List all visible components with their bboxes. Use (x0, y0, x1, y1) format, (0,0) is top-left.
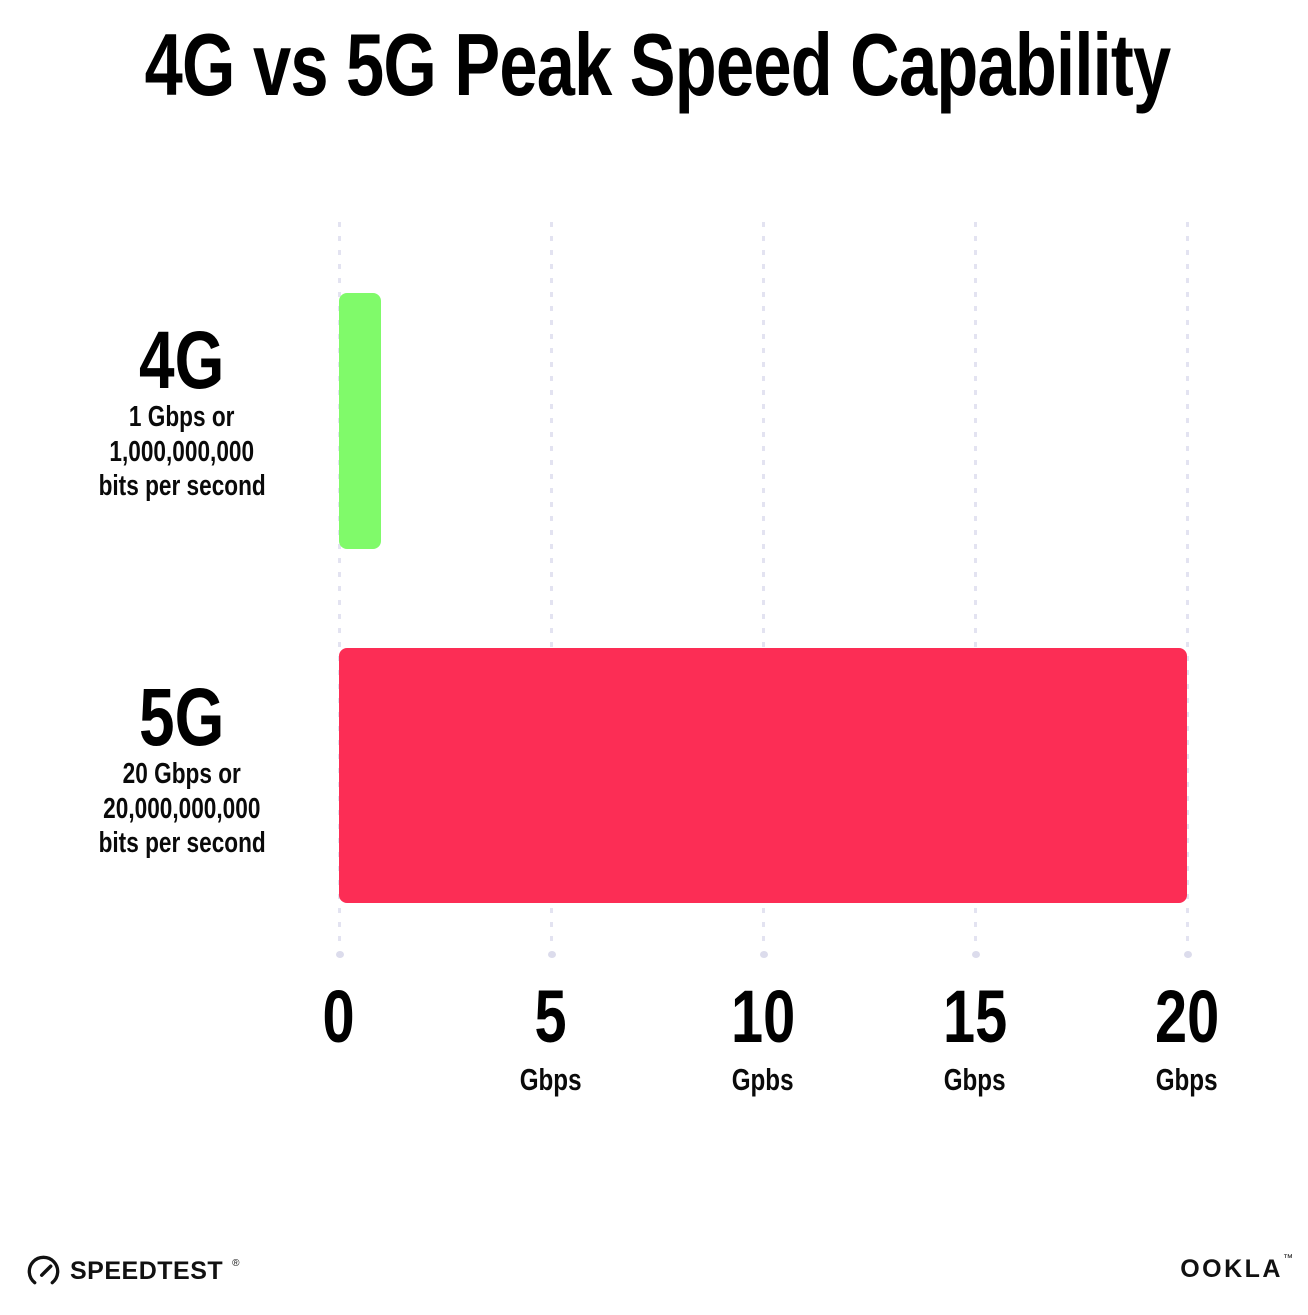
row-label-4g: 4G 1 Gbps or 1,000,000,000 bits per seco… (38, 315, 326, 504)
gridline-0 (336, 222, 344, 958)
plot-area (336, 0, 1192, 1315)
x-tick-unit: Gbps (1156, 1062, 1218, 1097)
x-axis: 0 5 Gbps 10 Gpbs 15 Gbps 20 Gbps (323, 975, 1219, 1110)
row-sub-5g-line3: bits per second (98, 827, 266, 860)
x-tick-unit: Gbps (520, 1062, 582, 1097)
speedtest-gauge-icon (27, 1255, 60, 1285)
row-sub-5g-line2: 20,000,000,000 (103, 792, 261, 825)
gridline-10 (760, 222, 768, 958)
chart-title: 4G vs 5G Peak Speed Capability (0, 14, 1308, 116)
ookla-wordmark: OOKLA (1180, 1255, 1283, 1283)
gridline-20 (1184, 222, 1192, 958)
row-sub-4g-line3: bits per second (98, 470, 266, 503)
row-sub-4g-line2: 1,000,000,000 (109, 435, 255, 468)
x-tick-unit: Gbps (944, 1062, 1006, 1097)
x-tick-number: 5 (534, 975, 568, 1058)
row-label-5g: 5G 20 Gbps or 20,000,000,000 bits per se… (38, 672, 326, 861)
ookla-logo: OOKLA ™ (1180, 1253, 1293, 1284)
x-tick-number: 10 (730, 975, 796, 1058)
row-name-4g: 4G (139, 315, 225, 406)
chart-title-text: 4G vs 5G Peak Speed Capability (144, 15, 1172, 114)
gridline-15 (972, 222, 980, 958)
row-name-5g: 5G (139, 672, 225, 763)
x-tick-unit: Gpbs (732, 1062, 794, 1097)
bar-5g (339, 648, 1187, 903)
speedtest-wordmark: SPEEDTEST (70, 1257, 224, 1285)
x-tick-number: 20 (1154, 975, 1220, 1058)
row-sub-4g-line1: 1 Gbps or (129, 400, 235, 433)
speedtest-trademark: ® (232, 1258, 240, 1269)
row-sub-5g-line1: 20 Gbps or (122, 757, 242, 790)
ookla-trademark: ™ (1283, 1253, 1293, 1264)
x-tick-number: 0 (322, 975, 356, 1058)
x-tick-number: 15 (942, 975, 1008, 1058)
bar-4g (339, 293, 382, 549)
speedtest-logo: SPEEDTEST ® (26, 1254, 240, 1289)
gridline-5 (548, 222, 556, 958)
